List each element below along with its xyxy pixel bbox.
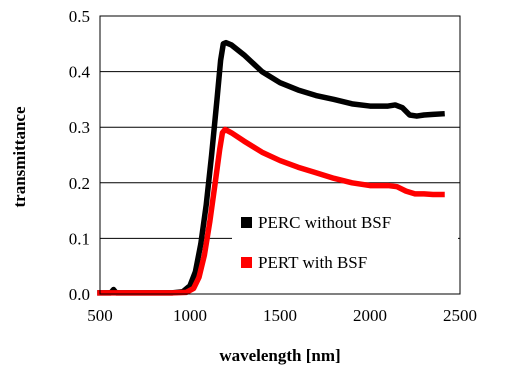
y-tick-label: 0.4 [69, 63, 91, 82]
legend-swatch-perc [241, 217, 252, 228]
x-axis-title: wavelength [nm] [219, 346, 340, 365]
y-tick-label: 0.0 [69, 285, 90, 304]
legend-label-perc: PERC without BSF [258, 213, 391, 232]
y-tick-label: 0.2 [69, 174, 90, 193]
tick-labels: 500 1000 1500 2000 2500 0.0 0.1 0.2 0.3 0.4 0.5 [69, 7, 477, 325]
y-axis-title: transmittance [10, 106, 29, 207]
legend-background [232, 208, 458, 282]
x-tick-label: 1500 [263, 306, 297, 325]
y-tick-label: 0.5 [69, 7, 90, 26]
x-tick-label: 1000 [173, 306, 207, 325]
series-line-1 [97, 126, 445, 296]
x-tick-label: 2500 [443, 306, 477, 325]
legend-label-pert: PERT with BSF [258, 253, 367, 272]
x-tick-label: 500 [87, 306, 113, 325]
x-tick-label: 2000 [353, 306, 387, 325]
plot-area-frame [99, 15, 461, 295]
y-tick-label: 0.1 [69, 229, 90, 248]
y-tick-label: 0.3 [69, 118, 90, 137]
legend-swatch-pert [241, 257, 252, 268]
series-lines [97, 39, 445, 296]
legend: PERC without BSF PERT with BSF [232, 208, 458, 282]
